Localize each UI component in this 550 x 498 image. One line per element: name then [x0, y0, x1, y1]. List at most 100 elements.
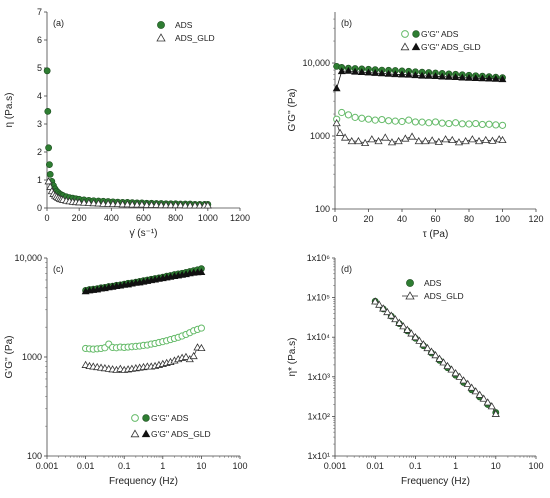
data-point	[474, 136, 484, 145]
panel-label: (b)	[341, 18, 352, 28]
data-point	[152, 200, 161, 208]
data-point	[431, 118, 440, 126]
y-tick-label: 5	[37, 63, 42, 73]
data-point	[445, 119, 453, 128]
legend-label: G'G'' ADS	[421, 29, 459, 39]
legend-marker	[142, 414, 150, 422]
data-point	[395, 318, 404, 326]
x-tick-label: 0	[332, 214, 337, 224]
data-point	[171, 200, 180, 209]
data-point	[414, 136, 423, 145]
data-point	[166, 200, 175, 209]
series-g-ads-gld	[81, 343, 206, 373]
data-point	[407, 132, 417, 140]
data-point	[418, 71, 427, 79]
legend-marker	[141, 429, 151, 438]
data-point	[438, 119, 446, 127]
x-tick-label: 600	[136, 213, 151, 223]
data-point	[351, 113, 359, 121]
x-tick-label: 0.1	[409, 461, 422, 471]
data-point	[461, 136, 470, 145]
x-tick-label: 1000	[198, 213, 218, 223]
data-point	[375, 300, 384, 308]
data-point	[387, 138, 397, 146]
data-point	[458, 73, 467, 81]
series-g-ads-gld	[332, 66, 507, 92]
panel-label: (a)	[53, 18, 64, 28]
data-point	[399, 322, 408, 330]
data-point	[351, 67, 360, 75]
chart-panel-a: 0 200 400 600 800 1000 1200 0 1 2 3 4 5 6 7 γ̇ (s⁻¹) η (…	[4, 7, 250, 239]
data-point	[364, 115, 373, 123]
legend: ADS ADS_GLD	[156, 20, 215, 43]
y-tick-label: 10,000	[302, 58, 330, 68]
data-point	[46, 161, 53, 168]
data-point	[465, 73, 473, 81]
x-tick-label: 60	[430, 214, 440, 224]
y-tick-label: 10,000	[14, 253, 42, 263]
data-point	[361, 138, 370, 147]
data-point	[419, 340, 428, 348]
data-point	[132, 200, 142, 208]
data-point	[394, 136, 403, 145]
data-point	[468, 135, 477, 143]
data-point	[142, 200, 151, 208]
x-tick-label: 0.001	[324, 461, 347, 471]
data-point	[367, 135, 376, 143]
y-tick-label: 1	[37, 175, 42, 185]
data-point	[447, 365, 456, 373]
y-tick-label: 4	[37, 91, 42, 101]
data-point	[411, 118, 419, 126]
data-point	[481, 135, 490, 144]
y-tick-label: 1x10³	[307, 372, 330, 382]
y-tick-label: 2	[37, 147, 42, 157]
data-point	[458, 120, 466, 128]
data-point	[364, 68, 373, 76]
legend-label: ADS_GLD	[424, 291, 464, 301]
legend-marker	[157, 21, 165, 29]
data-point	[391, 117, 399, 125]
y-tick-label: 6	[37, 35, 42, 45]
data-point	[398, 117, 406, 126]
data-point	[485, 120, 493, 128]
x-tick-label: 400	[104, 213, 119, 223]
data-point	[358, 114, 366, 122]
data-point	[378, 115, 386, 124]
data-point	[391, 314, 400, 323]
data-point	[189, 351, 198, 360]
x-tick-label: 100	[528, 461, 543, 471]
legend-marker	[412, 30, 420, 38]
x-tick-label: 0.01	[366, 461, 384, 471]
y-tick-label: 1x10¹	[307, 451, 330, 461]
x-tick-label: 40	[397, 214, 407, 224]
data-point	[195, 201, 204, 209]
data-point	[354, 136, 363, 145]
data-point	[471, 387, 480, 395]
series-g-ads-gld	[81, 268, 206, 295]
data-point	[475, 390, 484, 398]
data-point	[371, 116, 379, 124]
legend-label: G'G'' ADS_GLD	[151, 429, 211, 439]
x-tick-label: 100	[495, 214, 510, 224]
data-point	[492, 121, 500, 129]
x-tick-label: 10	[491, 461, 501, 471]
y-tick-label: 1000	[22, 352, 42, 362]
data-point	[338, 108, 346, 117]
data-point	[123, 200, 132, 208]
y-tick-label: 1000	[310, 131, 330, 141]
data-point	[463, 379, 472, 387]
x-tick-label: 1200	[230, 213, 250, 223]
data-point	[478, 120, 486, 129]
x-tick-label: 0.1	[118, 461, 131, 471]
data-point	[451, 73, 460, 81]
legend-marker	[406, 279, 414, 287]
data-point	[407, 329, 416, 337]
chart-panel-c: 0.001 0.01 0.1 1 10 100 100 1000 10,000 Frequency…	[4, 253, 248, 487]
legend-marker	[401, 30, 409, 38]
data-point	[44, 108, 52, 115]
data-point	[455, 372, 464, 380]
legend-label: ADS_GLD	[175, 33, 215, 43]
data-point	[357, 68, 366, 75]
legend-marker	[411, 42, 421, 51]
